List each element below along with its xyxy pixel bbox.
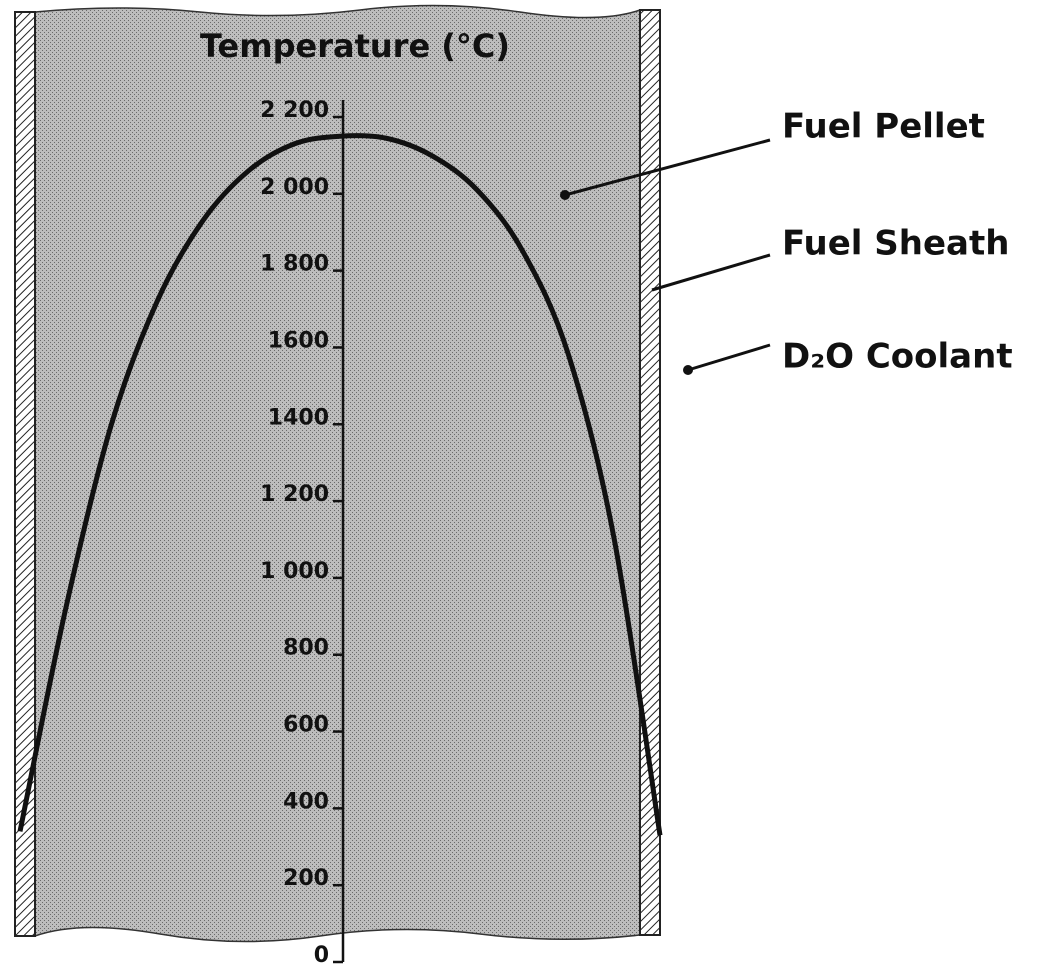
label-coolant: D₂O Coolant bbox=[782, 337, 1013, 377]
y-tick-label: 400 bbox=[283, 789, 329, 814]
y-tick-label: 2 000 bbox=[260, 175, 329, 200]
y-tick-label: 1 200 bbox=[260, 482, 329, 507]
y-tick-label: 0 bbox=[314, 943, 329, 968]
leader-dot bbox=[560, 190, 570, 200]
label-fuel-pellet: Fuel Pellet bbox=[782, 107, 985, 147]
y-tick-label: 600 bbox=[283, 713, 329, 738]
y-tick-label: 1600 bbox=[268, 328, 329, 353]
y-tick-label: 200 bbox=[283, 866, 329, 891]
y-tick-label: 800 bbox=[283, 636, 329, 661]
leader-dot bbox=[683, 365, 693, 375]
y-tick-label: 1400 bbox=[268, 405, 329, 430]
sheath-right bbox=[640, 10, 660, 935]
diagram: Temperature (°C) Fuel Pellet Fuel Sheath… bbox=[0, 0, 1063, 969]
title: Temperature (°C) bbox=[200, 27, 510, 65]
label-fuel-sheath: Fuel Sheath bbox=[782, 224, 1009, 264]
y-tick-label: 2 200 bbox=[260, 98, 329, 123]
fuel-pellet bbox=[35, 5, 640, 941]
y-tick-label: 1 800 bbox=[260, 252, 329, 277]
y-tick-label: 1 000 bbox=[260, 559, 329, 584]
